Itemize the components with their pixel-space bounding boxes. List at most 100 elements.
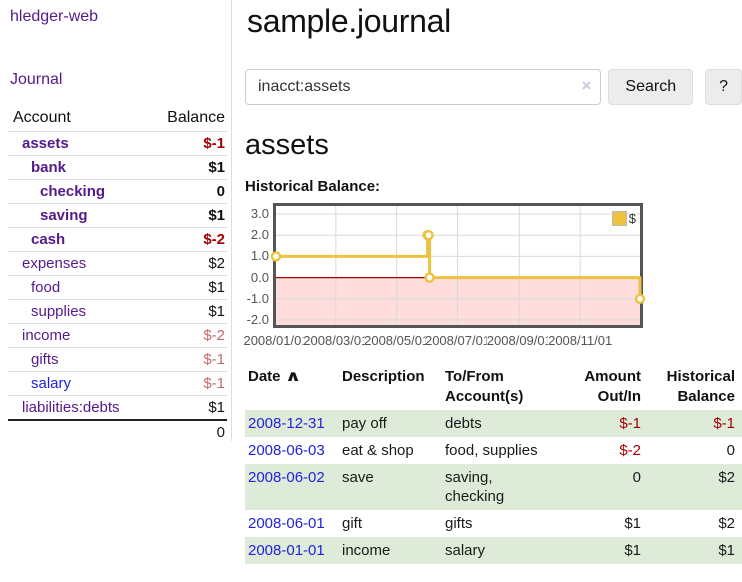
- account-row: supplies $1: [8, 299, 227, 324]
- account-row: assets $-1: [8, 131, 227, 156]
- balance-chart: $ 3.0 2.0 1.0 0.0 -1.0 -2.0 2008/01/01 2008/03…: [243, 203, 742, 351]
- page-title: sample.journal: [247, 3, 451, 39]
- y-axis-tick: 3.0: [250, 206, 269, 221]
- account-link-cash[interactable]: cash: [31, 231, 66, 248]
- transaction-amount: $1: [624, 515, 641, 532]
- transaction-description: eat & shop: [342, 442, 414, 459]
- y-axis-tick: -1.0: [246, 290, 269, 306]
- accounts-header-account: Account: [8, 106, 148, 132]
- account-row: liabilities:debts $1: [8, 395, 227, 421]
- account-row: salary $-1: [8, 371, 227, 396]
- account-link-expenses[interactable]: expenses: [22, 255, 87, 272]
- transaction-description: save: [342, 469, 374, 486]
- transaction-amount: $1: [624, 542, 641, 559]
- chart-legend: $: [611, 211, 636, 226]
- transaction-date-link[interactable]: 2008-01-01: [248, 542, 325, 559]
- account-balance: $-1: [147, 371, 227, 396]
- search-clear-icon[interactable]: ×: [581, 76, 592, 95]
- x-axis-tick: 2008/01/01: [243, 333, 309, 348]
- transaction-balance: $2: [718, 469, 735, 486]
- account-link-checking[interactable]: checking: [40, 183, 106, 200]
- register-header-date[interactable]: Date ∧: [248, 368, 301, 385]
- accounts-total-value: 0: [147, 419, 227, 444]
- account-link-food[interactable]: food: [31, 279, 61, 296]
- transaction-balance: $1: [718, 542, 735, 559]
- account-row: income $-2: [8, 323, 227, 348]
- account-link-supplies[interactable]: supplies: [31, 303, 87, 320]
- search-button[interactable]: Search: [608, 69, 694, 105]
- search-input[interactable]: [245, 69, 602, 105]
- transaction-accounts: debts: [445, 415, 482, 432]
- transaction-accounts: salary: [445, 542, 486, 559]
- x-axis-tick: 2008/07/01: [424, 333, 491, 348]
- register-table: Date ∧ Description To/From Account(s) Amo…: [245, 364, 742, 564]
- register-header-balance: Historical Balance: [666, 368, 735, 405]
- account-balance: $-1: [147, 347, 227, 372]
- account-balance: $1: [147, 395, 227, 421]
- transaction-date-link[interactable]: 2008-06-03: [248, 442, 325, 459]
- accounts-header-balance: Balance: [147, 106, 227, 132]
- sidebar: hledger-web Journal Account Balance asse…: [0, 0, 232, 444]
- register-row: 2008-06-01 gift gifts $1 $2: [245, 510, 742, 537]
- account-link-liabilities-debts[interactable]: liabilities:debts: [22, 399, 120, 416]
- account-link-gifts[interactable]: gifts: [31, 351, 59, 368]
- nav-journal-link[interactable]: Journal: [10, 71, 63, 88]
- app-title-link[interactable]: hledger-web: [10, 8, 99, 25]
- sidebar-accounts-table: Account Balance assets $-1 bank $1 check…: [8, 106, 227, 444]
- transaction-amount: $-1: [619, 415, 641, 432]
- account-balance: 0: [147, 179, 227, 204]
- help-button[interactable]: ?: [705, 69, 742, 105]
- register-row: 2008-06-02 save saving, checking 0 $2: [245, 464, 742, 510]
- transaction-description: pay off: [342, 415, 387, 432]
- x-axis-tick: 2008/05/01: [364, 333, 430, 348]
- transaction-description: income: [342, 542, 391, 559]
- transaction-balance: 0: [726, 442, 735, 459]
- sort-asc-icon: ∧: [284, 368, 301, 385]
- register-row: 2008-01-01 income salary $1 $1: [245, 537, 742, 564]
- account-row: checking 0: [8, 179, 227, 204]
- legend-swatch-icon: [611, 211, 627, 226]
- transaction-description: gift: [342, 515, 363, 532]
- transaction-amount: 0: [632, 469, 641, 486]
- chart-plot-area[interactable]: $: [270, 203, 646, 328]
- account-link-income[interactable]: income: [22, 327, 71, 344]
- accounts-total-row: 0: [8, 419, 227, 444]
- account-row: food $1: [8, 275, 227, 300]
- account-link-assets[interactable]: assets: [22, 135, 69, 152]
- y-axis-tick: 1.0: [250, 248, 269, 264]
- account-link-saving[interactable]: saving: [40, 207, 88, 224]
- search-form: × Search ?: [245, 69, 742, 105]
- transaction-accounts: gifts: [445, 515, 473, 532]
- transaction-balance: $2: [718, 515, 735, 532]
- account-balance: $1: [147, 155, 227, 180]
- register-row: 2008-06-03 eat & shop food, supplies $-2…: [245, 437, 742, 464]
- register-header-description: Description: [342, 368, 425, 385]
- transaction-date-link[interactable]: 2008-06-02: [248, 469, 325, 486]
- chart-canvas: [270, 206, 646, 325]
- transaction-date-link[interactable]: 2008-12-31: [248, 415, 325, 432]
- transaction-accounts: saving, checking: [445, 469, 505, 505]
- register-header-amount: Amount Out/In: [584, 368, 641, 405]
- account-heading: assets: [245, 129, 329, 161]
- account-row: expenses $2: [8, 251, 227, 276]
- legend-label: $: [628, 211, 636, 226]
- account-row: bank $1: [8, 155, 227, 180]
- account-balance: $2: [147, 251, 227, 276]
- account-link-salary[interactable]: salary: [31, 375, 72, 392]
- transaction-date-link[interactable]: 2008-06-01: [248, 515, 325, 532]
- y-axis-tick: -2.0: [246, 312, 269, 327]
- register-header-row: Date ∧ Description To/From Account(s) Amo…: [245, 364, 742, 410]
- x-axis-tick: 2008/11/01: [548, 333, 613, 348]
- account-row: cash $-2: [8, 227, 227, 252]
- transaction-accounts: food, supplies: [445, 442, 538, 459]
- transaction-amount: $-2: [619, 442, 641, 459]
- x-axis-tick: 2008/03/01: [303, 333, 369, 348]
- account-balance: $1: [147, 203, 227, 228]
- account-balance: $1: [147, 275, 227, 300]
- y-axis-tick: 0.0: [250, 269, 269, 285]
- account-balance: $-2: [147, 323, 227, 348]
- x-axis-tick: 2008/09/01: [486, 333, 552, 348]
- register-header-accounts: To/From Account(s): [445, 368, 524, 405]
- main-content: sample.journal × Search ? assets Histori…: [243, 0, 742, 564]
- account-link-bank[interactable]: bank: [31, 159, 67, 176]
